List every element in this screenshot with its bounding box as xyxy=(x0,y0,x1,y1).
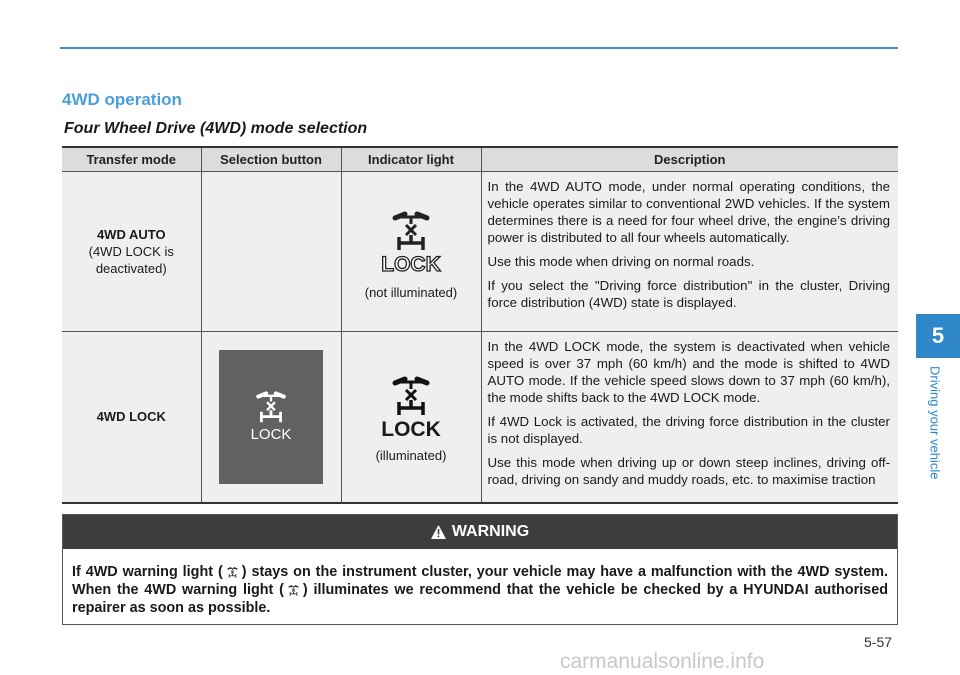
section-title: 4WD operation xyxy=(62,90,182,109)
description-paragraph: If you select the "Driving force distrib… xyxy=(487,277,891,310)
indicator-cell: LOCK (not illuminated) xyxy=(340,170,481,331)
warning-box: WARNING If 4WD warning light () stays on… xyxy=(62,514,898,625)
4wd-warning-icon xyxy=(288,584,299,597)
description-paragraph: In the 4WD AUTO mode, under normal opera… xyxy=(487,178,891,245)
table-row: 4WD AUTO (4WD LOCK is deactivated) LOCK … xyxy=(62,170,898,331)
warning-text-part: ) stays on the instrument cluster, your … xyxy=(72,564,889,598)
chapter-label: Driving your vehicle xyxy=(927,366,943,480)
description-paragraph: In the 4WD LOCK mode, the system is deac… xyxy=(487,338,891,405)
4wd-lock-outline-icon xyxy=(391,210,431,252)
description-cell: In the 4WD LOCK mode, the system is deac… xyxy=(480,330,898,504)
4wd-lock-icon xyxy=(256,391,286,425)
warning-title: WARNING xyxy=(451,523,530,540)
selection-button-cell: LOCK xyxy=(200,330,341,504)
watermark: carmanualsonline.info xyxy=(560,650,765,673)
description-paragraph: If 4WD Lock is activated, the driving fo… xyxy=(487,413,891,446)
description-paragraph: Use this mode when driving on normal roa… xyxy=(487,253,755,269)
subtitle: Four Wheel Drive (4WD) mode selection xyxy=(64,120,368,137)
indicator-lock-label: LOCK xyxy=(381,418,441,442)
description-cell: In the 4WD AUTO mode, under normal opera… xyxy=(480,170,898,331)
indicator-state: (not illuminated) xyxy=(364,284,458,300)
table-row: 4WD LOCK LOCK LOCK (illuminated) In the … xyxy=(62,330,898,504)
page-number: 5-57 xyxy=(864,634,893,650)
top-rule xyxy=(60,47,898,49)
4wd-warning-icon xyxy=(227,566,238,579)
mode-table: Transfer mode Selection button Indicator… xyxy=(62,146,898,504)
indicator-lock-label: LOCK xyxy=(381,252,442,276)
header-description: Description xyxy=(480,146,898,171)
4wd-lock-button[interactable]: LOCK xyxy=(219,349,323,484)
mode-name: 4WD LOCK xyxy=(96,409,166,425)
header-transfer-mode: Transfer mode xyxy=(62,146,201,171)
header-indicator-light: Indicator light xyxy=(340,146,481,171)
warning-text: If 4WD warning light () stays on the ins… xyxy=(63,549,897,631)
warning-text-part: If 4WD warning light ( xyxy=(72,564,223,580)
mode-cell: 4WD AUTO (4WD LOCK is deactivated) xyxy=(62,170,201,331)
selection-button-cell xyxy=(200,170,341,331)
button-lock-label: LOCK xyxy=(250,426,292,444)
table-header: Transfer mode Selection button Indicator… xyxy=(62,146,898,171)
4wd-lock-illuminated-icon xyxy=(391,375,431,417)
indicator-state: (illuminated) xyxy=(375,448,447,464)
warning-triangle-icon xyxy=(430,525,446,539)
mode-note: (4WD LOCK is deactivated) xyxy=(88,243,174,276)
warning-text-part: ) illuminates we recommend that the vehi… xyxy=(72,582,888,616)
chapter-number: 5 xyxy=(916,314,960,358)
warning-header: WARNING xyxy=(63,515,897,549)
mode-name: 4WD AUTO xyxy=(96,226,166,242)
description-paragraph: Use this mode when driving up or down st… xyxy=(487,454,891,487)
header-selection-button: Selection button xyxy=(200,146,341,171)
mode-cell: 4WD LOCK xyxy=(62,330,201,504)
indicator-cell: LOCK (illuminated) xyxy=(340,330,481,504)
